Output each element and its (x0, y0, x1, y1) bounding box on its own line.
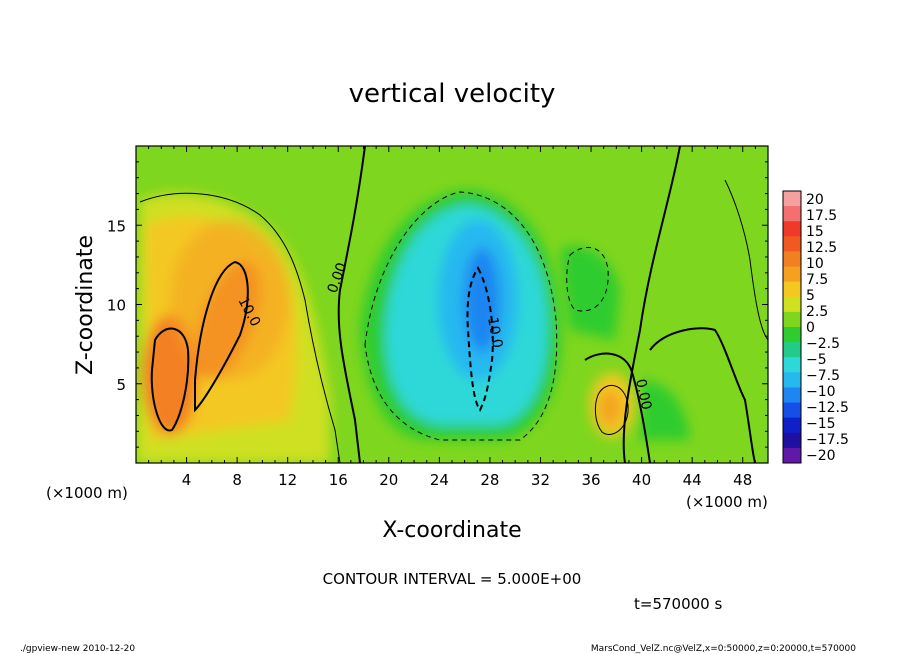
contour-five-far-right (724, 179, 768, 341)
colorbar-label: −20 (806, 448, 836, 464)
field-warm-right-core (600, 390, 620, 426)
x-tick-label: 12 (278, 471, 297, 489)
contour-neg-right (566, 247, 609, 312)
colorbar-swatch (783, 387, 801, 404)
colorbar-label: 12.5 (806, 240, 837, 256)
x-tick-label: 4 (182, 471, 192, 489)
colorbar-swatch (783, 432, 801, 449)
colorbar-swatch (783, 311, 801, 328)
colorbar-label: −7.5 (806, 368, 840, 384)
colorbar-swatch (783, 342, 801, 358)
plot-area: 10.0 0.00 10.0 0.00 (136, 146, 768, 463)
colorbar-swatch (783, 296, 801, 313)
contour-zero-right-2 (584, 352, 651, 463)
contour-zero-mid (337, 146, 366, 463)
colorbar-label: −5 (806, 352, 827, 368)
colorbar-swatch (783, 357, 801, 373)
contour-ten-a (150, 327, 190, 432)
colorbar-label: 7.5 (806, 272, 828, 288)
colorbar-label: 17.5 (806, 208, 837, 224)
x-tick-label: 32 (531, 471, 550, 489)
colorbar-frame (782, 190, 802, 464)
field-negative-far-right (640, 380, 690, 440)
colorbar-label: 15 (806, 224, 824, 240)
colorbar-swatch (783, 447, 801, 464)
colorbar-label: −15 (806, 416, 836, 432)
colorbar-swatch (783, 417, 801, 434)
x-tick-label: 44 (683, 471, 702, 489)
x-tick-label: 48 (733, 471, 752, 489)
colorbar-swatch (783, 206, 801, 222)
x-tick-label: 40 (632, 471, 651, 489)
x-tick-label: 16 (329, 471, 348, 489)
field-negative-right (560, 246, 620, 340)
colorbar-swatch (783, 221, 801, 237)
field-coldest-core (464, 248, 500, 352)
colorbar-swatch (783, 251, 801, 268)
colorbar-swatch (783, 281, 801, 298)
colorbar-swatch (783, 236, 801, 252)
colorbar-swatch (783, 191, 801, 207)
y-tick-label: 10 (107, 297, 126, 315)
colorbar-swatch (783, 327, 801, 343)
colorbar-label: 20 (806, 192, 824, 208)
colorbar: 2017.51512.5107.552.50−2.5−5−7.5−10−12.5… (782, 190, 849, 464)
x-tick-label: 8 (232, 471, 242, 489)
colorbar-label: −12.5 (806, 400, 849, 416)
contour-label: 0.00 (632, 378, 654, 412)
contour-interval-annotation: CONTOUR INTERVAL = 5.000E+00 (323, 570, 582, 588)
colorbar-swatch (783, 266, 801, 283)
x-axis-ticks: 4 8 12 16 20 24 28 32 36 40 44 48 (135, 146, 769, 489)
x-tick-label: 36 (581, 471, 600, 489)
y-tick-label: 15 (107, 217, 126, 235)
colorbar-label: −10 (806, 384, 836, 400)
footer-right: MarsCond_VelZ.nc@VelZ,x=0:50000,z=0:2000… (591, 644, 856, 654)
contour-label: 10.0 (484, 316, 505, 349)
contour-lines (139, 146, 768, 463)
y-tick-label: 5 (116, 376, 126, 394)
colorbar-label: 0 (806, 320, 815, 336)
contour-zero-far-right (649, 327, 756, 463)
colorbar-label: 10 (806, 256, 824, 272)
colorbar-label: 5 (806, 288, 815, 304)
contour-neg-ten (466, 266, 494, 412)
colorbar-swatch (783, 402, 801, 419)
x-axis-label: X-coordinate (382, 518, 521, 543)
x-tick-label: 20 (379, 471, 398, 489)
x-tick-label: 24 (430, 471, 449, 489)
y-axis-ticks: 5 10 15 (107, 145, 768, 464)
contour-five-right (594, 385, 629, 435)
time-label: t=570000 s (634, 595, 722, 613)
contour-zero-left (139, 192, 341, 463)
footer-left: ./gpview-new 2010-12-20 (20, 644, 135, 654)
contour-ten-b (194, 260, 249, 413)
y-axis-label: Z-coordinate (73, 235, 98, 375)
colorbar-label: −2.5 (806, 336, 840, 352)
colorbar-swatch (783, 372, 801, 388)
x-tick-label: 28 (480, 471, 499, 489)
colorbar-label: 2.5 (806, 304, 828, 320)
y-unit-label: (×1000 m) (46, 484, 128, 502)
chart-title: vertical velocity (349, 79, 556, 109)
colorbar-label: −17.5 (806, 432, 849, 448)
x-unit-label: (×1000 m) (686, 493, 768, 511)
